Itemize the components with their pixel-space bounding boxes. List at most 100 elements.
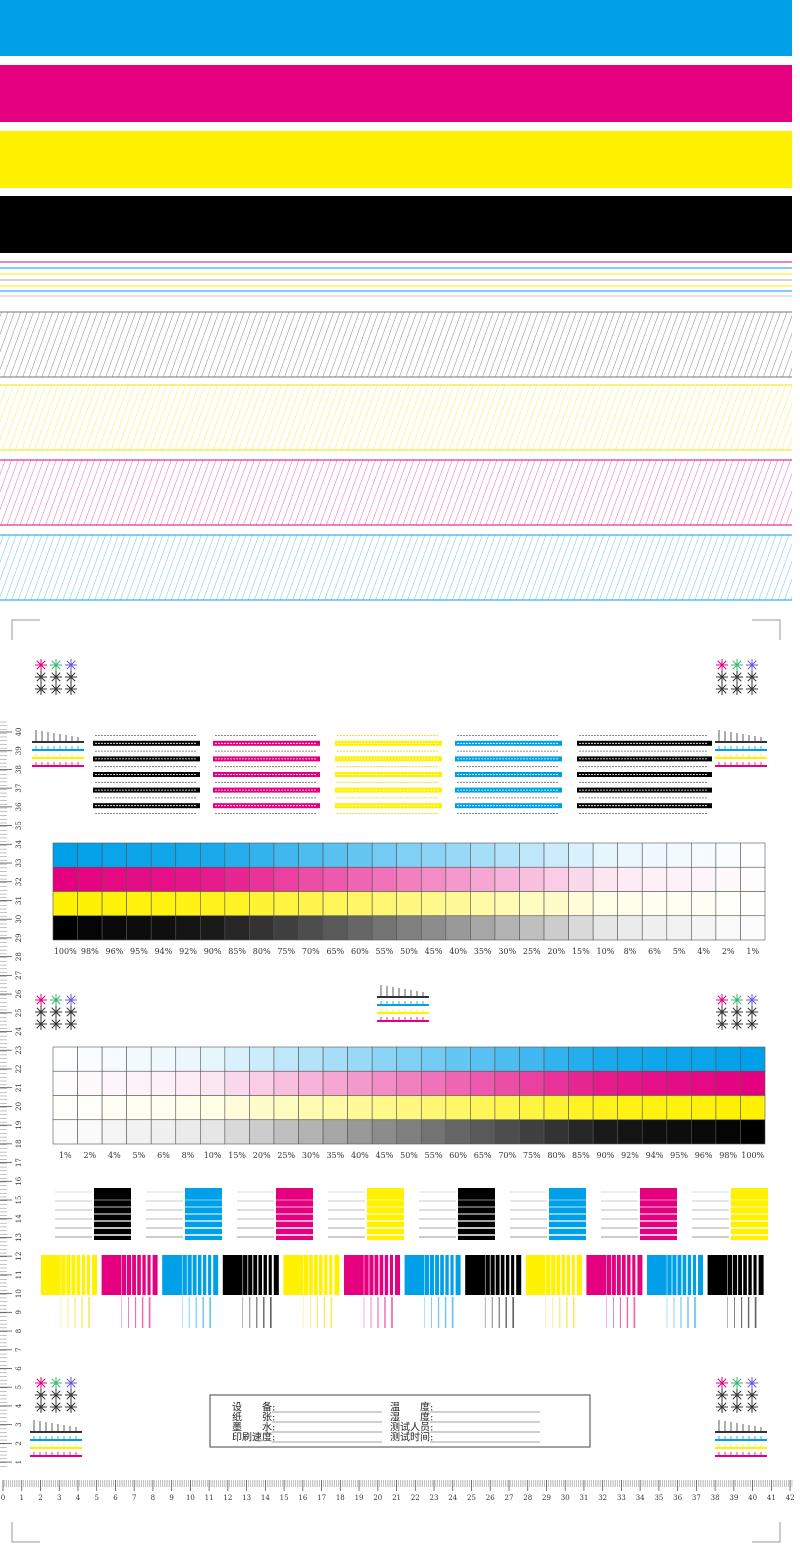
reg-stroke bbox=[66, 1402, 76, 1412]
tone-cell bbox=[617, 842, 643, 868]
tone-label: 75% bbox=[523, 1151, 541, 1160]
reg-stroke bbox=[747, 995, 757, 1005]
crop-mark bbox=[752, 1522, 781, 1543]
ruler-number: 16 bbox=[298, 1494, 307, 1502]
tone-cell bbox=[691, 866, 717, 892]
tone-cell bbox=[249, 1095, 275, 1121]
ruler-number: 22 bbox=[15, 1064, 23, 1073]
tone-cell bbox=[101, 891, 127, 917]
crop-mark bbox=[752, 619, 781, 640]
reg-stroke bbox=[717, 1378, 727, 1388]
tone-cell bbox=[519, 915, 545, 941]
registration-mark bbox=[35, 1401, 47, 1413]
tone-cell bbox=[568, 1046, 594, 1072]
tone-cell bbox=[494, 1095, 520, 1121]
tone-cell bbox=[322, 1046, 348, 1072]
registration-mark bbox=[35, 671, 47, 683]
form-frame bbox=[209, 1394, 591, 1448]
tone-cell bbox=[691, 915, 717, 941]
tone-label: 75% bbox=[277, 947, 295, 956]
tone-cell bbox=[715, 1046, 741, 1072]
tone-label: 5% bbox=[133, 1151, 146, 1160]
step-gauge bbox=[377, 985, 429, 1022]
reg-stroke bbox=[66, 1007, 76, 1017]
registration-mark bbox=[65, 659, 77, 671]
form-label: 纸 张: bbox=[232, 1411, 275, 1424]
ruler-number: 14 bbox=[15, 1214, 23, 1223]
tone-cell bbox=[420, 866, 447, 892]
tone-cell bbox=[224, 842, 250, 868]
tone-cell bbox=[200, 842, 226, 868]
tone-cell bbox=[641, 1046, 668, 1072]
tone-label: 6% bbox=[157, 1151, 170, 1160]
tone-cell bbox=[641, 842, 668, 868]
tone-cell bbox=[543, 1046, 569, 1072]
registration-mark bbox=[65, 1377, 77, 1389]
tone-cell bbox=[740, 1046, 766, 1072]
tone-cell bbox=[740, 842, 766, 868]
tone-cell bbox=[175, 891, 201, 917]
step-gauge bbox=[32, 730, 84, 767]
tone-label: 96% bbox=[695, 1151, 713, 1160]
tone-cell bbox=[420, 1070, 447, 1096]
tone-cell bbox=[371, 866, 398, 892]
tone-label: 55% bbox=[376, 947, 394, 956]
tone-cell bbox=[347, 842, 373, 868]
reg-stroke bbox=[732, 1019, 742, 1029]
tone-cell bbox=[347, 1046, 373, 1072]
reg-stroke bbox=[747, 1378, 757, 1388]
registration-mark bbox=[65, 994, 77, 1006]
ruler-number: 22 bbox=[411, 1494, 420, 1502]
reg-stroke bbox=[747, 1019, 757, 1029]
tone-cell bbox=[371, 1070, 398, 1096]
registration-mark bbox=[716, 994, 728, 1006]
res-block bbox=[404, 1255, 461, 1295]
ruler-number: 30 bbox=[15, 915, 23, 924]
tone-chart: 100% 98% 96% 95% 94% 92% 90% 85% 80% 75% 70% 65% 60%… bbox=[52, 842, 766, 956]
reg-stroke bbox=[717, 660, 727, 670]
tone-cell bbox=[715, 1095, 741, 1121]
tone-cell bbox=[249, 891, 275, 917]
ruler-number: 21 bbox=[15, 1083, 23, 1092]
tone-cell bbox=[224, 866, 250, 892]
tone-cell bbox=[445, 1095, 471, 1121]
ruler-number: 32 bbox=[598, 1494, 607, 1502]
tone-cell bbox=[740, 1070, 766, 1096]
crop-mark bbox=[11, 619, 40, 640]
reg-stroke bbox=[51, 1378, 61, 1388]
ruler-number: 40 bbox=[748, 1494, 757, 1502]
res-block bbox=[344, 1255, 400, 1295]
tone-cell bbox=[175, 866, 201, 892]
tone-cell bbox=[347, 1119, 373, 1145]
tone-cell bbox=[101, 1070, 127, 1096]
text-strip bbox=[577, 756, 712, 762]
res-block bbox=[465, 1255, 522, 1295]
tone-cell bbox=[273, 891, 299, 917]
tone-label: 20% bbox=[547, 947, 565, 956]
tone-cell bbox=[77, 915, 103, 941]
tone-label: 25% bbox=[523, 947, 541, 956]
tone-cell bbox=[592, 1046, 618, 1072]
tone-cell bbox=[420, 1119, 447, 1145]
tone-cell bbox=[101, 915, 127, 941]
tone-cell bbox=[396, 1119, 422, 1145]
tone-cell bbox=[150, 1119, 177, 1145]
ruler-number: 2 bbox=[15, 1441, 23, 1445]
reg-stroke bbox=[717, 1390, 727, 1400]
tone-label: 4% bbox=[697, 947, 710, 956]
reg-stroke bbox=[66, 684, 76, 694]
step-gauge bbox=[715, 1420, 767, 1457]
registration-mark bbox=[731, 659, 743, 671]
tone-label: 60% bbox=[449, 1151, 467, 1160]
ruler-number: 29 bbox=[15, 933, 23, 942]
registration-mark bbox=[35, 994, 47, 1006]
tone-cell bbox=[691, 891, 717, 917]
registration-mark bbox=[746, 1389, 758, 1401]
ruler-number: 18 bbox=[336, 1494, 345, 1502]
hatch-band-cyan bbox=[0, 535, 792, 600]
tone-cell bbox=[592, 1119, 618, 1145]
registration-mark bbox=[731, 1018, 743, 1030]
tone-cell bbox=[249, 1119, 275, 1145]
reg-stroke bbox=[36, 1390, 46, 1400]
tone-cell bbox=[101, 1119, 127, 1145]
